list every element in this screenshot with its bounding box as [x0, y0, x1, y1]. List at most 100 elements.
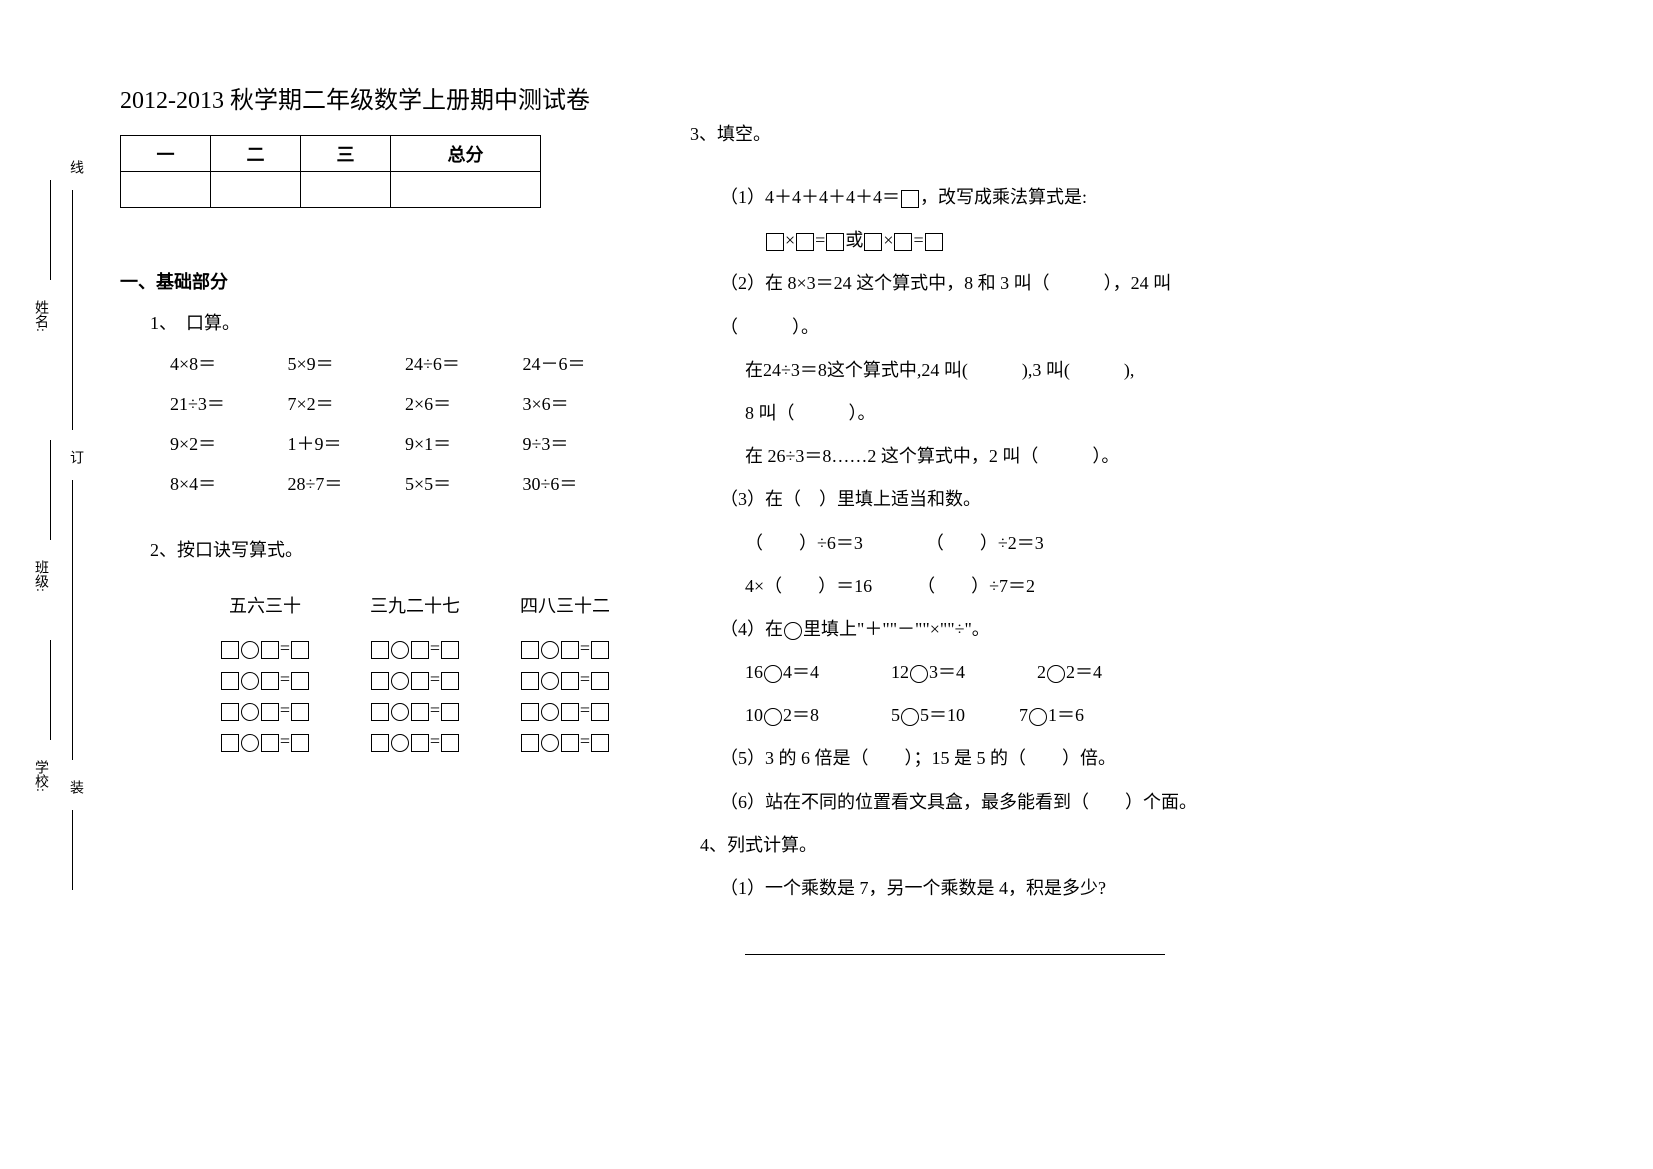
circle-icon: [241, 703, 259, 721]
calc-cell: 24÷6＝: [405, 350, 523, 376]
circle-icon: [784, 622, 802, 640]
calc-cell: 21÷3＝: [170, 390, 288, 416]
box-icon: [221, 641, 239, 659]
calc-row: 21÷3＝7×2＝2×6＝3×6＝: [170, 390, 640, 416]
q3-4-prefix: （4）在: [720, 619, 783, 639]
box-icon: [221, 734, 239, 752]
box-icon: [925, 233, 943, 251]
koujue-cell: =: [490, 638, 640, 659]
koujue-header-1: 五六三十: [190, 592, 340, 618]
calc-row: 9×2＝1＋9＝9×1＝9÷3＝: [170, 430, 640, 456]
binding-zhuang: 装: [65, 780, 85, 794]
q3-item5: （5）3 的 6 倍是（ ）；15 是 5 的（ ）倍。: [720, 737, 1380, 780]
circle-icon: [1029, 708, 1047, 726]
box-icon: [826, 233, 844, 251]
binding-dash-line: [72, 190, 73, 430]
box-icon: [441, 703, 459, 721]
box-icon: [441, 641, 459, 659]
circle-icon: [910, 665, 928, 683]
box-icon: [221, 703, 239, 721]
section-1-title: 一、基础部分: [120, 268, 640, 294]
calc-rows-container: 4×8＝5×9＝24÷6＝24－6＝ 21÷3＝7×2＝2×6＝3×6＝ 9×2＝1…: [150, 350, 640, 496]
circle-icon: [391, 641, 409, 659]
q3-item2-c: 在24÷3＝8这个算式中,24 叫( ),3 叫( ),: [745, 349, 1380, 392]
q2-koujue: 2、按口诀写算式。 五六三十 三九二十七 四八三十二 ============: [150, 536, 640, 752]
koujue-row: ===: [190, 638, 640, 659]
q3-item4-row1: 16 4＝4 12 3＝4 2 2＝4: [745, 651, 1380, 694]
circle-icon: [764, 665, 782, 683]
box-icon: [291, 641, 309, 659]
q3-4-r1-d: 2＝4: [1066, 662, 1102, 682]
binding-edge: 学校: 班级: 姓名: 装 订 线: [30, 80, 80, 955]
calc-cell: 7×2＝: [288, 390, 406, 416]
circle-icon: [764, 708, 782, 726]
binding-dash-line: [72, 480, 73, 760]
calc-cell: 4×8＝: [170, 350, 288, 376]
box-icon: [561, 703, 579, 721]
q3-item2-b: （ ）。: [720, 306, 1380, 349]
box-icon: [901, 190, 919, 208]
box-icon: [521, 672, 539, 690]
koujue-cell: =: [190, 669, 340, 690]
score-cell: [121, 172, 211, 208]
q3-item2-e: 在 26÷3＝8……2 这个算式中，2 叫（ ）。: [745, 435, 1380, 478]
koujue-row: ===: [190, 731, 640, 752]
calc-cell: 24－6＝: [523, 350, 641, 376]
q3-4-r1-a: 16: [745, 662, 763, 682]
circle-icon: [1047, 665, 1065, 683]
circle-icon: [391, 672, 409, 690]
circle-icon: [901, 708, 919, 726]
box-icon: [591, 641, 609, 659]
calc-cell: 1＋9＝: [288, 430, 406, 456]
binding-name-label: 姓名:: [30, 300, 50, 332]
koujue-header-2: 三九二十七: [340, 592, 490, 618]
koujue-cell: =: [340, 669, 490, 690]
q3-1-text-b: ，改写成乘法算式是:: [920, 187, 1087, 207]
q3-4-r1-c: 3＝4 2: [929, 662, 1046, 682]
box-icon: [591, 703, 609, 721]
calc-cell: 28÷7＝: [288, 470, 406, 496]
circle-icon: [241, 672, 259, 690]
q3-item3-a: （3）在（ ）里填上适当和数。: [720, 478, 1380, 521]
q3-item2-a: （2）在 8×3＝24 这个算式中，8 和 3 叫（ ），24 叫: [720, 262, 1380, 305]
q1-label: 1、 口算。: [150, 309, 640, 335]
box-icon: [521, 703, 539, 721]
score-cell: [301, 172, 391, 208]
circle-icon: [241, 734, 259, 752]
q3-item4-a: （4）在里填上"＋""－""×""÷"。: [720, 608, 1380, 651]
binding-ding: 订: [65, 450, 85, 464]
binding-line: [50, 180, 51, 280]
answer-line: [745, 925, 1165, 955]
circle-icon: [241, 641, 259, 659]
binding-xian: 线: [65, 160, 85, 174]
q3-4-r1-b: 4＝4 12: [783, 662, 909, 682]
box-icon: [411, 641, 429, 659]
q3-item3-c: 4×（ ）＝16 （ ）÷7＝2: [745, 565, 1380, 608]
calc-row: 4×8＝5×9＝24÷6＝24－6＝: [170, 350, 640, 376]
calc-cell: 9÷3＝: [523, 430, 641, 456]
box-icon: [591, 672, 609, 690]
q3-item1-line2: ×=或×=: [765, 219, 1380, 262]
q3-4-r2-d: 1＝6: [1048, 705, 1084, 725]
koujue-row: ===: [190, 700, 640, 721]
box-icon: [521, 641, 539, 659]
calc-cell: 5×9＝: [288, 350, 406, 376]
q1-mental-math: 1、 口算。 4×8＝5×9＝24÷6＝24－6＝ 21÷3＝7×2＝2×6＝3×…: [150, 309, 640, 496]
calc-row: 8×4＝28÷7＝5×5＝30÷6＝: [170, 470, 640, 496]
box-icon: [441, 734, 459, 752]
box-icon: [371, 641, 389, 659]
koujue-cell: =: [340, 700, 490, 721]
q3-4-r2-c: 5＝10 7: [920, 705, 1028, 725]
koujue-header-row: 五六三十 三九二十七 四八三十二: [190, 592, 640, 618]
page-root: 学校: 班级: 姓名: 装 订 线 2012-2013 秋学期二年级数学上册期中…: [0, 0, 1653, 985]
box-icon: [411, 703, 429, 721]
box-icon: [371, 703, 389, 721]
score-table: 一 二 三 总分: [120, 135, 541, 208]
score-cell: [211, 172, 301, 208]
koujue-cell: =: [340, 731, 490, 752]
koujue-cell: =: [190, 731, 340, 752]
circle-icon: [391, 734, 409, 752]
q2-label: 2、按口诀写算式。: [150, 536, 640, 562]
circle-icon: [541, 703, 559, 721]
box-icon: [441, 672, 459, 690]
